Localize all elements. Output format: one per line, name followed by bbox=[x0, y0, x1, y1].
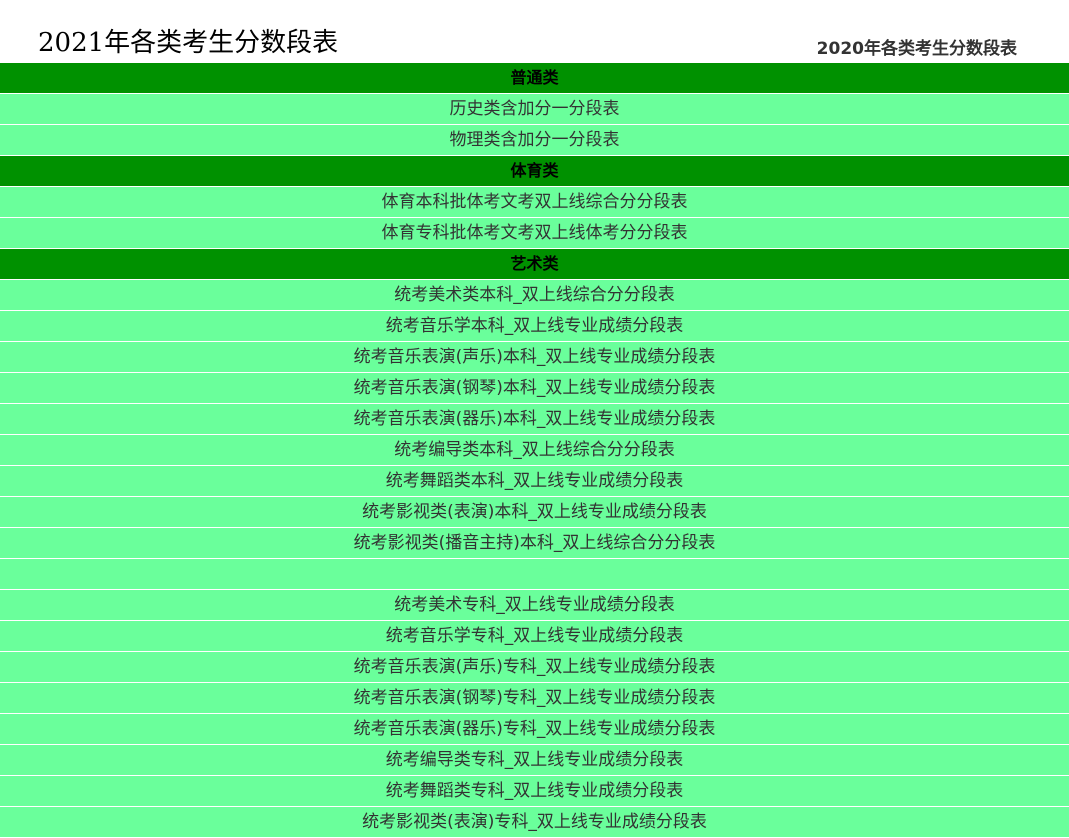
category-header: 普通类 bbox=[0, 63, 1069, 94]
table-link[interactable]: 统考编导类专科_双上线专业成绩分段表 bbox=[0, 745, 1069, 776]
page-title: 2021年各类考生分数段表 bbox=[38, 28, 339, 58]
table-link[interactable]: 统考音乐学专科_双上线专业成绩分段表 bbox=[0, 621, 1069, 652]
table-link[interactable]: 统考音乐表演(钢琴)专科_双上线专业成绩分段表 bbox=[0, 683, 1069, 714]
table-link[interactable]: 统考音乐表演(器乐)本科_双上线专业成绩分段表 bbox=[0, 404, 1069, 435]
page-header: 2021年各类考生分数段表 2020年各类考生分数段表 bbox=[0, 0, 1069, 63]
table-link[interactable]: 统考影视类(表演)专科_双上线专业成绩分段表 bbox=[0, 807, 1069, 838]
table-link[interactable]: 体育专科批体考文考双上线体考分分段表 bbox=[0, 218, 1069, 249]
table-link[interactable]: 统考美术专科_双上线专业成绩分段表 bbox=[0, 590, 1069, 621]
table-link[interactable]: 统考舞蹈类本科_双上线专业成绩分段表 bbox=[0, 466, 1069, 497]
table-link[interactable]: 统考音乐表演(声乐)专科_双上线专业成绩分段表 bbox=[0, 652, 1069, 683]
table-link[interactable]: 统考舞蹈类专科_双上线专业成绩分段表 bbox=[0, 776, 1069, 807]
category-header: 体育类 bbox=[0, 156, 1069, 187]
table-link[interactable]: 体育本科批体考文考双上线综合分分段表 bbox=[0, 187, 1069, 218]
table-link[interactable] bbox=[0, 559, 1069, 590]
table-link[interactable]: 历史类含加分一分段表 bbox=[0, 94, 1069, 125]
table-link[interactable]: 统考美术类本科_双上线综合分分段表 bbox=[0, 280, 1069, 311]
link-2020-tables[interactable]: 2020年各类考生分数段表 bbox=[816, 39, 1017, 59]
table-link[interactable]: 统考音乐表演(器乐)专科_双上线专业成绩分段表 bbox=[0, 714, 1069, 745]
table-link[interactable]: 统考音乐表演(钢琴)本科_双上线专业成绩分段表 bbox=[0, 373, 1069, 404]
table-list: 普通类 历史类含加分一分段表 物理类含加分一分段表 体育类 体育本科批体考文考双上线综合… bbox=[0, 63, 1069, 838]
table-link[interactable]: 统考编导类本科_双上线综合分分段表 bbox=[0, 435, 1069, 466]
table-link[interactable]: 统考影视类(播音主持)本科_双上线综合分分段表 bbox=[0, 528, 1069, 559]
table-link[interactable]: 物理类含加分一分段表 bbox=[0, 125, 1069, 156]
table-link[interactable]: 统考音乐学本科_双上线专业成绩分段表 bbox=[0, 311, 1069, 342]
table-link[interactable]: 统考音乐表演(声乐)本科_双上线专业成绩分段表 bbox=[0, 342, 1069, 373]
category-header: 艺术类 bbox=[0, 249, 1069, 280]
table-link[interactable]: 统考影视类(表演)本科_双上线专业成绩分段表 bbox=[0, 497, 1069, 528]
